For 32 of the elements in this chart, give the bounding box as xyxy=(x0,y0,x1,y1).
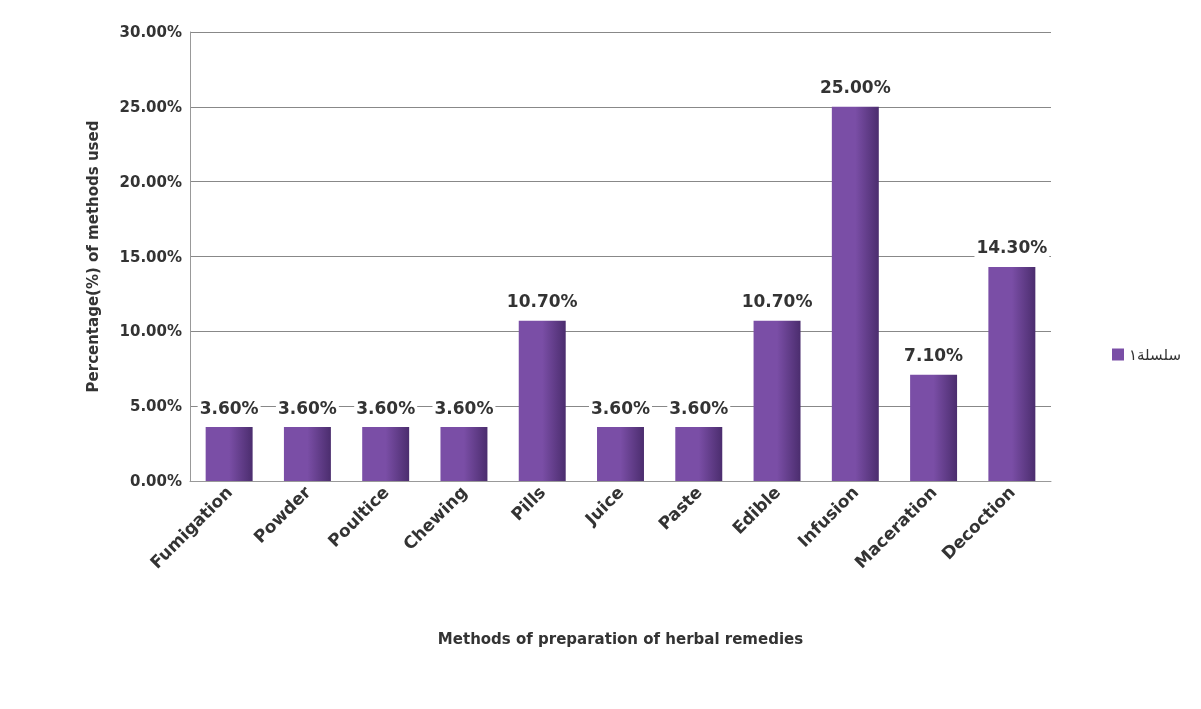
bar xyxy=(283,427,331,481)
data-label: 7.10% xyxy=(904,345,964,366)
y-tick-label: 30.00% xyxy=(119,23,182,41)
y-tick-label: 15.00% xyxy=(119,247,182,266)
y-tick-label: 0.00% xyxy=(129,472,182,490)
y-tick-label: 10.00% xyxy=(119,322,182,341)
data-label: 3.60% xyxy=(434,397,494,418)
legend-label: سلسلة١ xyxy=(1129,345,1182,364)
bar xyxy=(675,427,723,481)
data-label: 10.70% xyxy=(506,291,578,312)
bar xyxy=(362,427,410,481)
x-axis-title: Methods of preparation of herbal remedies xyxy=(437,629,804,648)
bar xyxy=(988,266,1036,481)
data-label: 3.60% xyxy=(277,397,337,418)
y-tick-label: 5.00% xyxy=(129,397,182,416)
data-label: 10.70% xyxy=(741,291,813,312)
bar xyxy=(205,427,253,481)
y-axis-title: Percentage(%) of methods used xyxy=(83,120,102,393)
bar xyxy=(440,427,488,481)
data-label: 14.30% xyxy=(976,237,1048,258)
y-tick-label: 20.00% xyxy=(119,172,182,191)
y-tick-label: 25.00% xyxy=(119,97,182,116)
bar xyxy=(518,320,566,481)
data-label: 3.60% xyxy=(591,397,650,418)
data-label: 3.60% xyxy=(669,397,729,418)
data-label: 3.60% xyxy=(356,397,416,418)
bar xyxy=(910,374,958,481)
bar xyxy=(753,320,801,481)
data-label: 25.00% xyxy=(819,77,891,98)
bar xyxy=(597,427,644,481)
bar xyxy=(831,106,879,481)
data-label: 3.60% xyxy=(199,397,259,418)
